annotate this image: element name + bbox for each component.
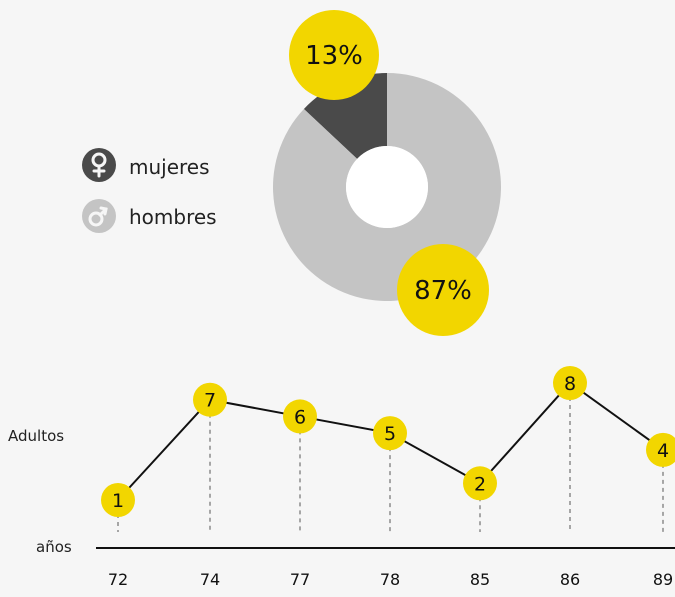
data-point	[193, 382, 227, 417]
data-point	[373, 416, 407, 451]
line-chart: 1 7 6 5 2 8 4 72 74 77 78 85 86 89	[101, 366, 675, 589]
y-axis-label: Adultos	[8, 427, 64, 445]
pie-value-label: 87%	[414, 276, 472, 306]
data-label: 4	[657, 440, 669, 462]
x-tick-label: 77	[290, 570, 310, 589]
pie-slice-hombres	[273, 73, 502, 301]
x-tick-label: 85	[470, 570, 490, 589]
data-label: 6	[294, 406, 306, 428]
data-label: 5	[384, 423, 396, 445]
data-label: 8	[564, 373, 576, 395]
x-tick-label: 89	[653, 570, 673, 589]
data-point	[553, 366, 587, 400]
x-tick-label: 78	[380, 570, 400, 589]
data-label: 2	[474, 473, 486, 495]
data-point	[646, 432, 675, 467]
legend-item-mujeres: mujeres	[82, 148, 210, 182]
x-tick-label: 74	[200, 570, 220, 589]
donut-chart: 13% 87%	[273, 10, 502, 336]
donut-hole	[346, 146, 428, 228]
x-tick-label: 86	[560, 570, 580, 589]
legend-label-hombres: hombres	[129, 205, 217, 229]
x-tick-label: 72	[108, 570, 128, 589]
pie-value-label: 13%	[305, 41, 363, 71]
data-point	[463, 466, 497, 501]
data-point	[101, 483, 135, 517]
legend-label-mujeres: mujeres	[129, 155, 210, 179]
pie-value-badge	[397, 244, 489, 336]
data-point	[283, 399, 317, 434]
data-label: 1	[112, 490, 124, 512]
pie-value-badge	[289, 10, 379, 100]
data-label: 7	[204, 390, 216, 412]
legend: mujeres hombres	[82, 148, 217, 233]
x-axis-label: años	[36, 538, 72, 556]
legend-item-hombres: hombres	[82, 199, 217, 233]
